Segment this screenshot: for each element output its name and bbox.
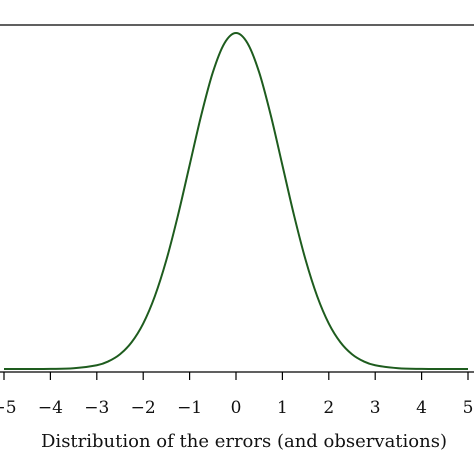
series-layer bbox=[3, 31, 469, 371]
x-tick-label: 3 bbox=[370, 398, 381, 418]
x-tick-label: −4 bbox=[38, 398, 63, 418]
x-tick-label: −5 bbox=[0, 398, 17, 418]
x-tick-label: 2 bbox=[323, 398, 334, 418]
series-line-0 bbox=[3, 31, 469, 371]
x-tick-label: 4 bbox=[416, 398, 427, 418]
x-tick-label: −1 bbox=[177, 398, 202, 418]
x-tick-label: 0 bbox=[231, 398, 242, 418]
x-axis-ticks bbox=[3, 372, 469, 380]
x-axis-tick-labels: −5 −4 −3 −2 −1 0 1 2 3 4 5 bbox=[0, 398, 473, 418]
x-axis-title: Distribution of the errors (and observat… bbox=[41, 431, 447, 452]
x-tick-label: 5 bbox=[463, 398, 474, 418]
x-tick-label: 1 bbox=[277, 398, 288, 418]
x-tick-label: −2 bbox=[131, 398, 156, 418]
x-tick-label: −3 bbox=[84, 398, 109, 418]
